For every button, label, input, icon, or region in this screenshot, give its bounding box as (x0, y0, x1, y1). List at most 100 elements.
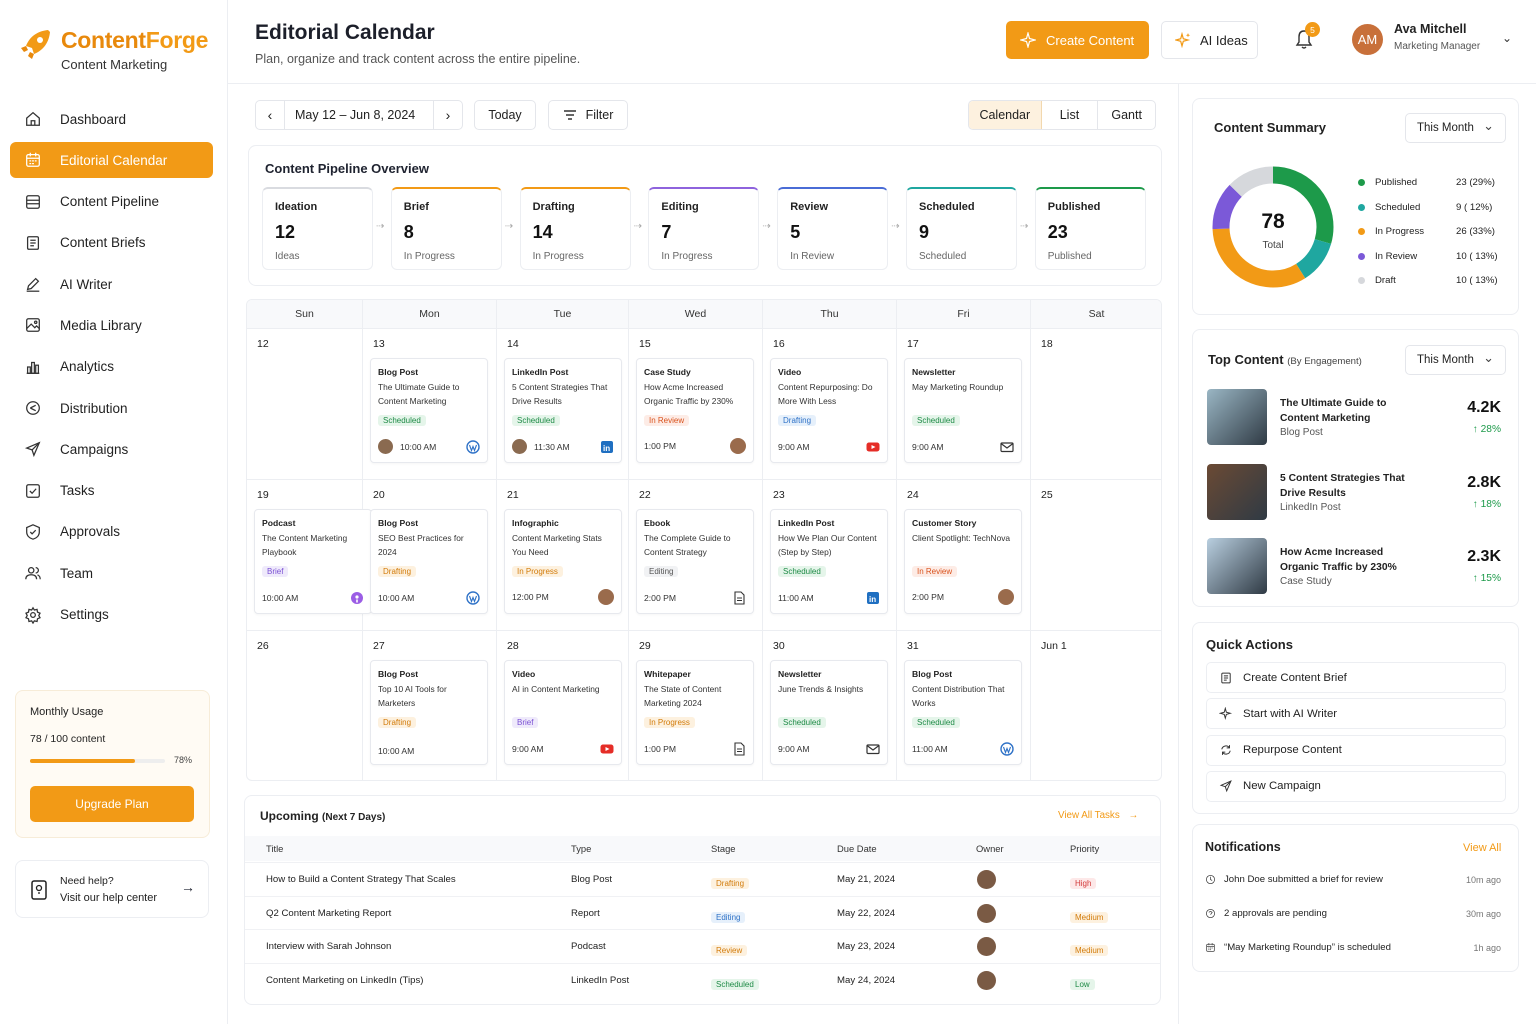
day-number: 24 (907, 489, 919, 501)
calendar-event-card[interactable]: Podcast The Content Marketing Playbook B… (254, 509, 372, 614)
upgrade-plan-button[interactable]: Upgrade Plan (30, 786, 194, 822)
calendar-day-cell[interactable]: 14 LinkedIn Post 5 Content Strategies Tha… (497, 329, 629, 480)
sidebar-item-settings[interactable]: Settings (10, 597, 213, 633)
calendar-day-cell[interactable]: 30 Newsletter June Trends & Insights Sche… (763, 631, 897, 780)
calendar-day-cell[interactable]: 20 Blog Post SEO Best Practices for 2024 … (363, 480, 497, 631)
donut-slice-in-review[interactable] (1212, 166, 1334, 288)
quick-action-start-with-ai-writer[interactable]: Start with AI Writer (1206, 698, 1506, 730)
sidebar-item-tasks[interactable]: Tasks (10, 473, 213, 509)
top-content-item[interactable]: 5 Content Strategies That Drive Results … (1207, 463, 1507, 522)
calendar-day-cell[interactable]: 19 Podcast The Content Marketing Playbook… (247, 480, 372, 631)
notification-item[interactable]: John Doe submitted a brief for review 10m… (1205, 874, 1501, 885)
ai-ideas-button[interactable]: AI Ideas (1161, 21, 1258, 59)
calendar-event-card[interactable]: Infographic Content Marketing Stats You … (504, 509, 622, 614)
owner-avatar-icon (730, 438, 746, 454)
calendar-event-card[interactable]: Ebook The Complete Guide to Content Stra… (636, 509, 754, 614)
calendar-day-cell[interactable]: 17 Newsletter May Marketing Roundup Sched… (897, 329, 1031, 480)
sidebar-item-team[interactable]: Team (10, 555, 213, 591)
notifications-bell[interactable]: 5 (1294, 22, 1320, 52)
notifications-view-all-link[interactable]: View All (1463, 842, 1502, 854)
sidebar-item-approvals[interactable]: Approvals (10, 514, 213, 550)
chevron-right-icon[interactable]: › (433, 101, 462, 129)
summary-period-select[interactable]: This Month (1405, 113, 1506, 143)
view-all-tasks-link[interactable]: View All Tasks → (1058, 810, 1139, 821)
calendar-day-cell[interactable]: 25 (1031, 480, 1161, 631)
calendar-day-cell[interactable]: 21 Infographic Content Marketing Stats Yo… (497, 480, 629, 631)
chevron-left-icon[interactable]: ‹ (256, 101, 285, 129)
calendar-day-cell[interactable]: 12 (247, 329, 363, 480)
user-menu-chevron-icon[interactable]: ⌄ (1502, 31, 1513, 45)
pipeline-stage-published[interactable]: Published 23 Published (1034, 187, 1146, 270)
sidebar-item-content-briefs[interactable]: Content Briefs (10, 225, 213, 261)
sidebar-item-campaigns[interactable]: Campaigns (10, 431, 213, 467)
calendar-day-cell[interactable]: 29 Whitepaper The State of Content Market… (629, 631, 763, 780)
sidebar-item-analytics[interactable]: Analytics (10, 349, 213, 385)
calendar-day-cell[interactable]: 22 Ebook The Complete Guide to Content St… (629, 480, 763, 631)
pipeline-stage-scheduled[interactable]: Scheduled 9 Scheduled (906, 187, 1017, 270)
calendar-event-card[interactable]: Video Content Repurposing: Do More With … (770, 358, 888, 463)
table-row[interactable]: Q2 Content Marketing Report Report Editi… (245, 895, 1160, 929)
pipeline-stage-ideation[interactable]: Ideation 12 Ideas (262, 187, 373, 270)
pipeline-stage-review[interactable]: Review 5 In Review (777, 187, 889, 270)
calendar-event-card[interactable]: Whitepaper The State of Content Marketin… (636, 660, 754, 765)
event-status-badge: Drafting (378, 717, 417, 728)
help-center-card[interactable]: Need help? Visit our help center → (15, 860, 209, 918)
table-row[interactable]: How to Build a Content Strategy That Sca… (245, 862, 1160, 895)
notification-item[interactable]: 2 approvals are pending 30m ago (1205, 908, 1501, 919)
sidebar-item-media-library[interactable]: Media Library (10, 307, 213, 343)
donut-slice-draft[interactable] (1212, 166, 1334, 288)
calendar-event-card[interactable]: LinkedIn Post How We Plan Our Content (S… (770, 509, 888, 614)
notification-item[interactable]: “May Marketing Roundup” is scheduled 1h a… (1205, 942, 1501, 953)
calendar-day-cell[interactable]: 27 Blog Post Top 10 AI Tools for Marketer… (363, 631, 497, 780)
table-row[interactable]: Content Marketing on LinkedIn (Tips) Lin… (245, 962, 1160, 996)
calendar-day-cell[interactable]: 31 Blog Post Content Distribution That Wo… (897, 631, 1031, 780)
calendar-day-cell[interactable]: 28 Video AI in Content Marketing Brief 9:… (497, 631, 629, 780)
sidebar-item-editorial-calendar[interactable]: Editorial Calendar (10, 142, 213, 179)
pipeline-stage-drafting[interactable]: Drafting 14 In Progress (519, 187, 631, 270)
top-content-period-select[interactable]: This Month (1405, 345, 1506, 375)
donut-slice-in-progress[interactable] (1212, 166, 1334, 288)
quick-action-new-campaign[interactable]: New Campaign (1206, 770, 1506, 802)
calendar-event-card[interactable]: Blog Post SEO Best Practices for 2024 Dr… (370, 509, 488, 614)
calendar-day-cell[interactable]: 18 (1031, 329, 1161, 480)
quick-action-repurpose-content[interactable]: Repurpose Content (1206, 734, 1506, 766)
create-content-button[interactable]: Create Content (1006, 21, 1149, 59)
top-content-item[interactable]: How Acme Increased Organic Traffic by 23… (1207, 538, 1507, 596)
event-time: 12:00 PM (512, 592, 549, 602)
calendar-event-card[interactable]: Video AI in Content Marketing Brief 9:00… (504, 660, 622, 765)
calendar-event-card[interactable]: Newsletter June Trends & Insights Schedu… (770, 660, 888, 765)
view-tab-gantt[interactable]: Gantt (1097, 101, 1155, 129)
calendar-day-cell[interactable]: 15 Case Study How Acme Increased Organic … (629, 329, 763, 480)
calendar-event-card[interactable]: Case Study How Acme Increased Organic Tr… (636, 358, 754, 463)
today-button[interactable]: Today (474, 100, 536, 130)
sidebar-item-label: Content Pipeline (60, 194, 160, 210)
calendar-day-cell[interactable]: 16 Video Content Repurposing: Do More Wit… (763, 329, 897, 480)
user-avatar[interactable]: AM (1352, 24, 1383, 55)
calendar-event-card[interactable]: Newsletter May Marketing Roundup Schedul… (904, 358, 1022, 463)
calendar-event-card[interactable]: Blog Post The Ultimate Guide to Content … (370, 358, 488, 463)
calendar-event-card[interactable]: Customer Story Client Spotlight: TechNov… (904, 509, 1022, 614)
view-tab-list[interactable]: List (1059, 108, 1080, 122)
calendar-event-card[interactable]: Blog Post Content Distribution That Work… (904, 660, 1022, 765)
calendar-day-cell[interactable]: 26 (247, 631, 363, 780)
calendar-event-card[interactable]: LinkedIn Post 5 Content Strategies That … (504, 358, 622, 463)
pipeline-stage-brief[interactable]: Brief 8 In Progress (390, 187, 502, 270)
sidebar-item-distribution[interactable]: Distribution (10, 390, 213, 426)
sidebar-item-ai-writer[interactable]: AI Writer (10, 266, 213, 302)
table-row[interactable]: Interview with Sarah Johnson Podcast Rev… (245, 929, 1160, 962)
calendar-day-cell[interactable]: 23 LinkedIn Post How We Plan Our Content … (763, 480, 897, 631)
stage-name: Brief (403, 201, 429, 213)
day-number: Jun 1 (1041, 640, 1067, 652)
sidebar-item-dashboard[interactable]: Dashboard (10, 101, 213, 137)
calendar-day-cell[interactable]: 24 Customer Story Client Spotlight: TechN… (897, 480, 1031, 631)
view-tab-calendar[interactable]: Calendar (969, 101, 1042, 129)
quick-action-create-content-brief[interactable]: Create Content Brief (1206, 662, 1506, 693)
filter-button[interactable]: Filter (548, 100, 628, 130)
top-content-item[interactable]: The Ultimate Guide to Content Marketing … (1207, 389, 1507, 447)
sidebar-item-content-pipeline[interactable]: Content Pipeline (10, 184, 213, 220)
pipeline-stage-editing[interactable]: Editing 7 In Progress (648, 187, 760, 270)
calendar-day-cell[interactable]: 13 Blog Post The Ultimate Guide to Conten… (363, 329, 497, 480)
calendar-event-card[interactable]: Blog Post Top 10 AI Tools for Marketers … (370, 660, 488, 765)
summary-total: 78 (1261, 210, 1285, 233)
calendar-day-cell[interactable]: Jun 1 (1031, 631, 1161, 780)
